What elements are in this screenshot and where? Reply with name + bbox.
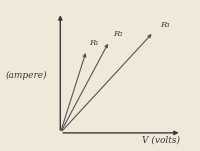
Text: (ampere): (ampere) [5, 71, 47, 80]
Text: R₃: R₃ [159, 21, 169, 29]
Text: R₂: R₂ [113, 30, 122, 38]
Text: R₁: R₁ [88, 39, 98, 47]
Text: V (volts): V (volts) [141, 136, 179, 145]
